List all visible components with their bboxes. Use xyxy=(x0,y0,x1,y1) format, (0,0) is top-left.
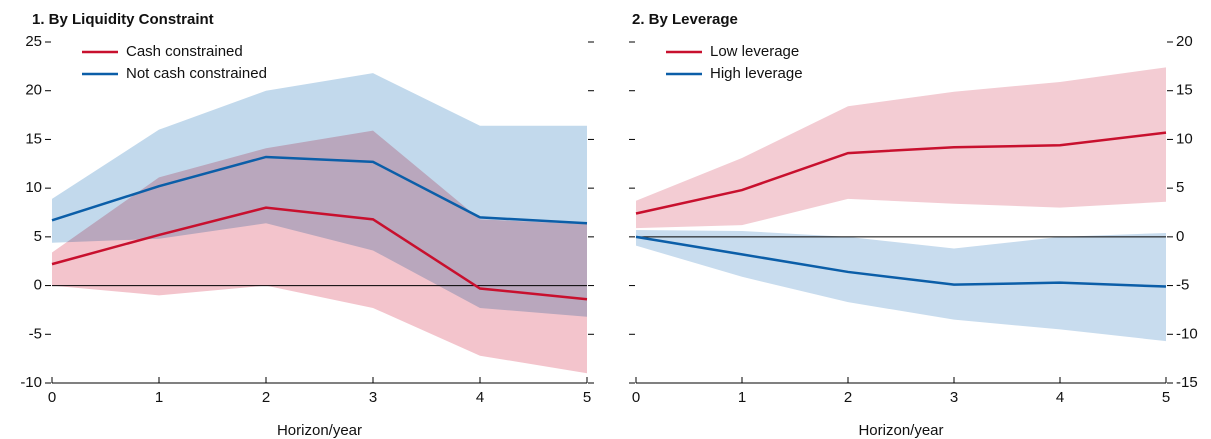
x-tick-label: 5 xyxy=(1162,389,1170,406)
y-tick-label: -5 xyxy=(29,325,42,342)
y-tick-label: -15 xyxy=(1176,374,1198,391)
y-tick-label: 5 xyxy=(34,228,42,245)
x-axis-label: Horizon/year xyxy=(277,422,362,439)
series-line xyxy=(51,155,588,225)
y-tick-label: 10 xyxy=(1176,130,1193,147)
series-line xyxy=(51,206,588,301)
panel-title: 1. By Liquidity Constraint xyxy=(32,11,214,28)
x-tick-label: 4 xyxy=(1056,389,1064,406)
legend-label: High leverage xyxy=(710,65,803,82)
x-tick-label: 1 xyxy=(738,389,746,406)
x-tick-label: 3 xyxy=(369,389,377,406)
x-tick-label: 0 xyxy=(48,389,56,406)
y-tick-label: -10 xyxy=(1176,325,1198,342)
x-tick-label: 3 xyxy=(950,389,958,406)
legend-label: Low leverage xyxy=(710,43,799,60)
panel-title: 2. By Leverage xyxy=(632,11,738,28)
y-tick-label: 15 xyxy=(25,130,42,147)
series-line xyxy=(635,131,1167,215)
confidence-band xyxy=(636,230,1166,342)
y-tick-label: 0 xyxy=(34,277,42,294)
series-line xyxy=(635,235,1167,288)
legend-label: Not cash constrained xyxy=(126,65,267,82)
confidence-band xyxy=(636,67,1166,229)
legend-label: Cash constrained xyxy=(126,43,243,60)
x-axis-label: Horizon/year xyxy=(858,422,943,439)
y-tick-label: 5 xyxy=(1176,179,1184,196)
x-tick-label: 2 xyxy=(844,389,852,406)
y-tick-label: 25 xyxy=(25,33,42,50)
confidence-band xyxy=(52,73,587,317)
y-tick-label: 0 xyxy=(1176,228,1184,245)
y-tick-label: 20 xyxy=(1176,33,1193,50)
x-tick-label: 5 xyxy=(583,389,591,406)
y-tick-label: 15 xyxy=(1176,82,1193,99)
y-tick-label: 20 xyxy=(25,82,42,99)
y-tick-label: 10 xyxy=(25,179,42,196)
x-tick-label: 2 xyxy=(262,389,270,406)
y-tick-label: -10 xyxy=(20,374,42,391)
x-tick-label: 0 xyxy=(632,389,640,406)
y-tick-label: -5 xyxy=(1176,277,1189,294)
x-tick-label: 1 xyxy=(155,389,163,406)
x-tick-label: 4 xyxy=(476,389,484,406)
